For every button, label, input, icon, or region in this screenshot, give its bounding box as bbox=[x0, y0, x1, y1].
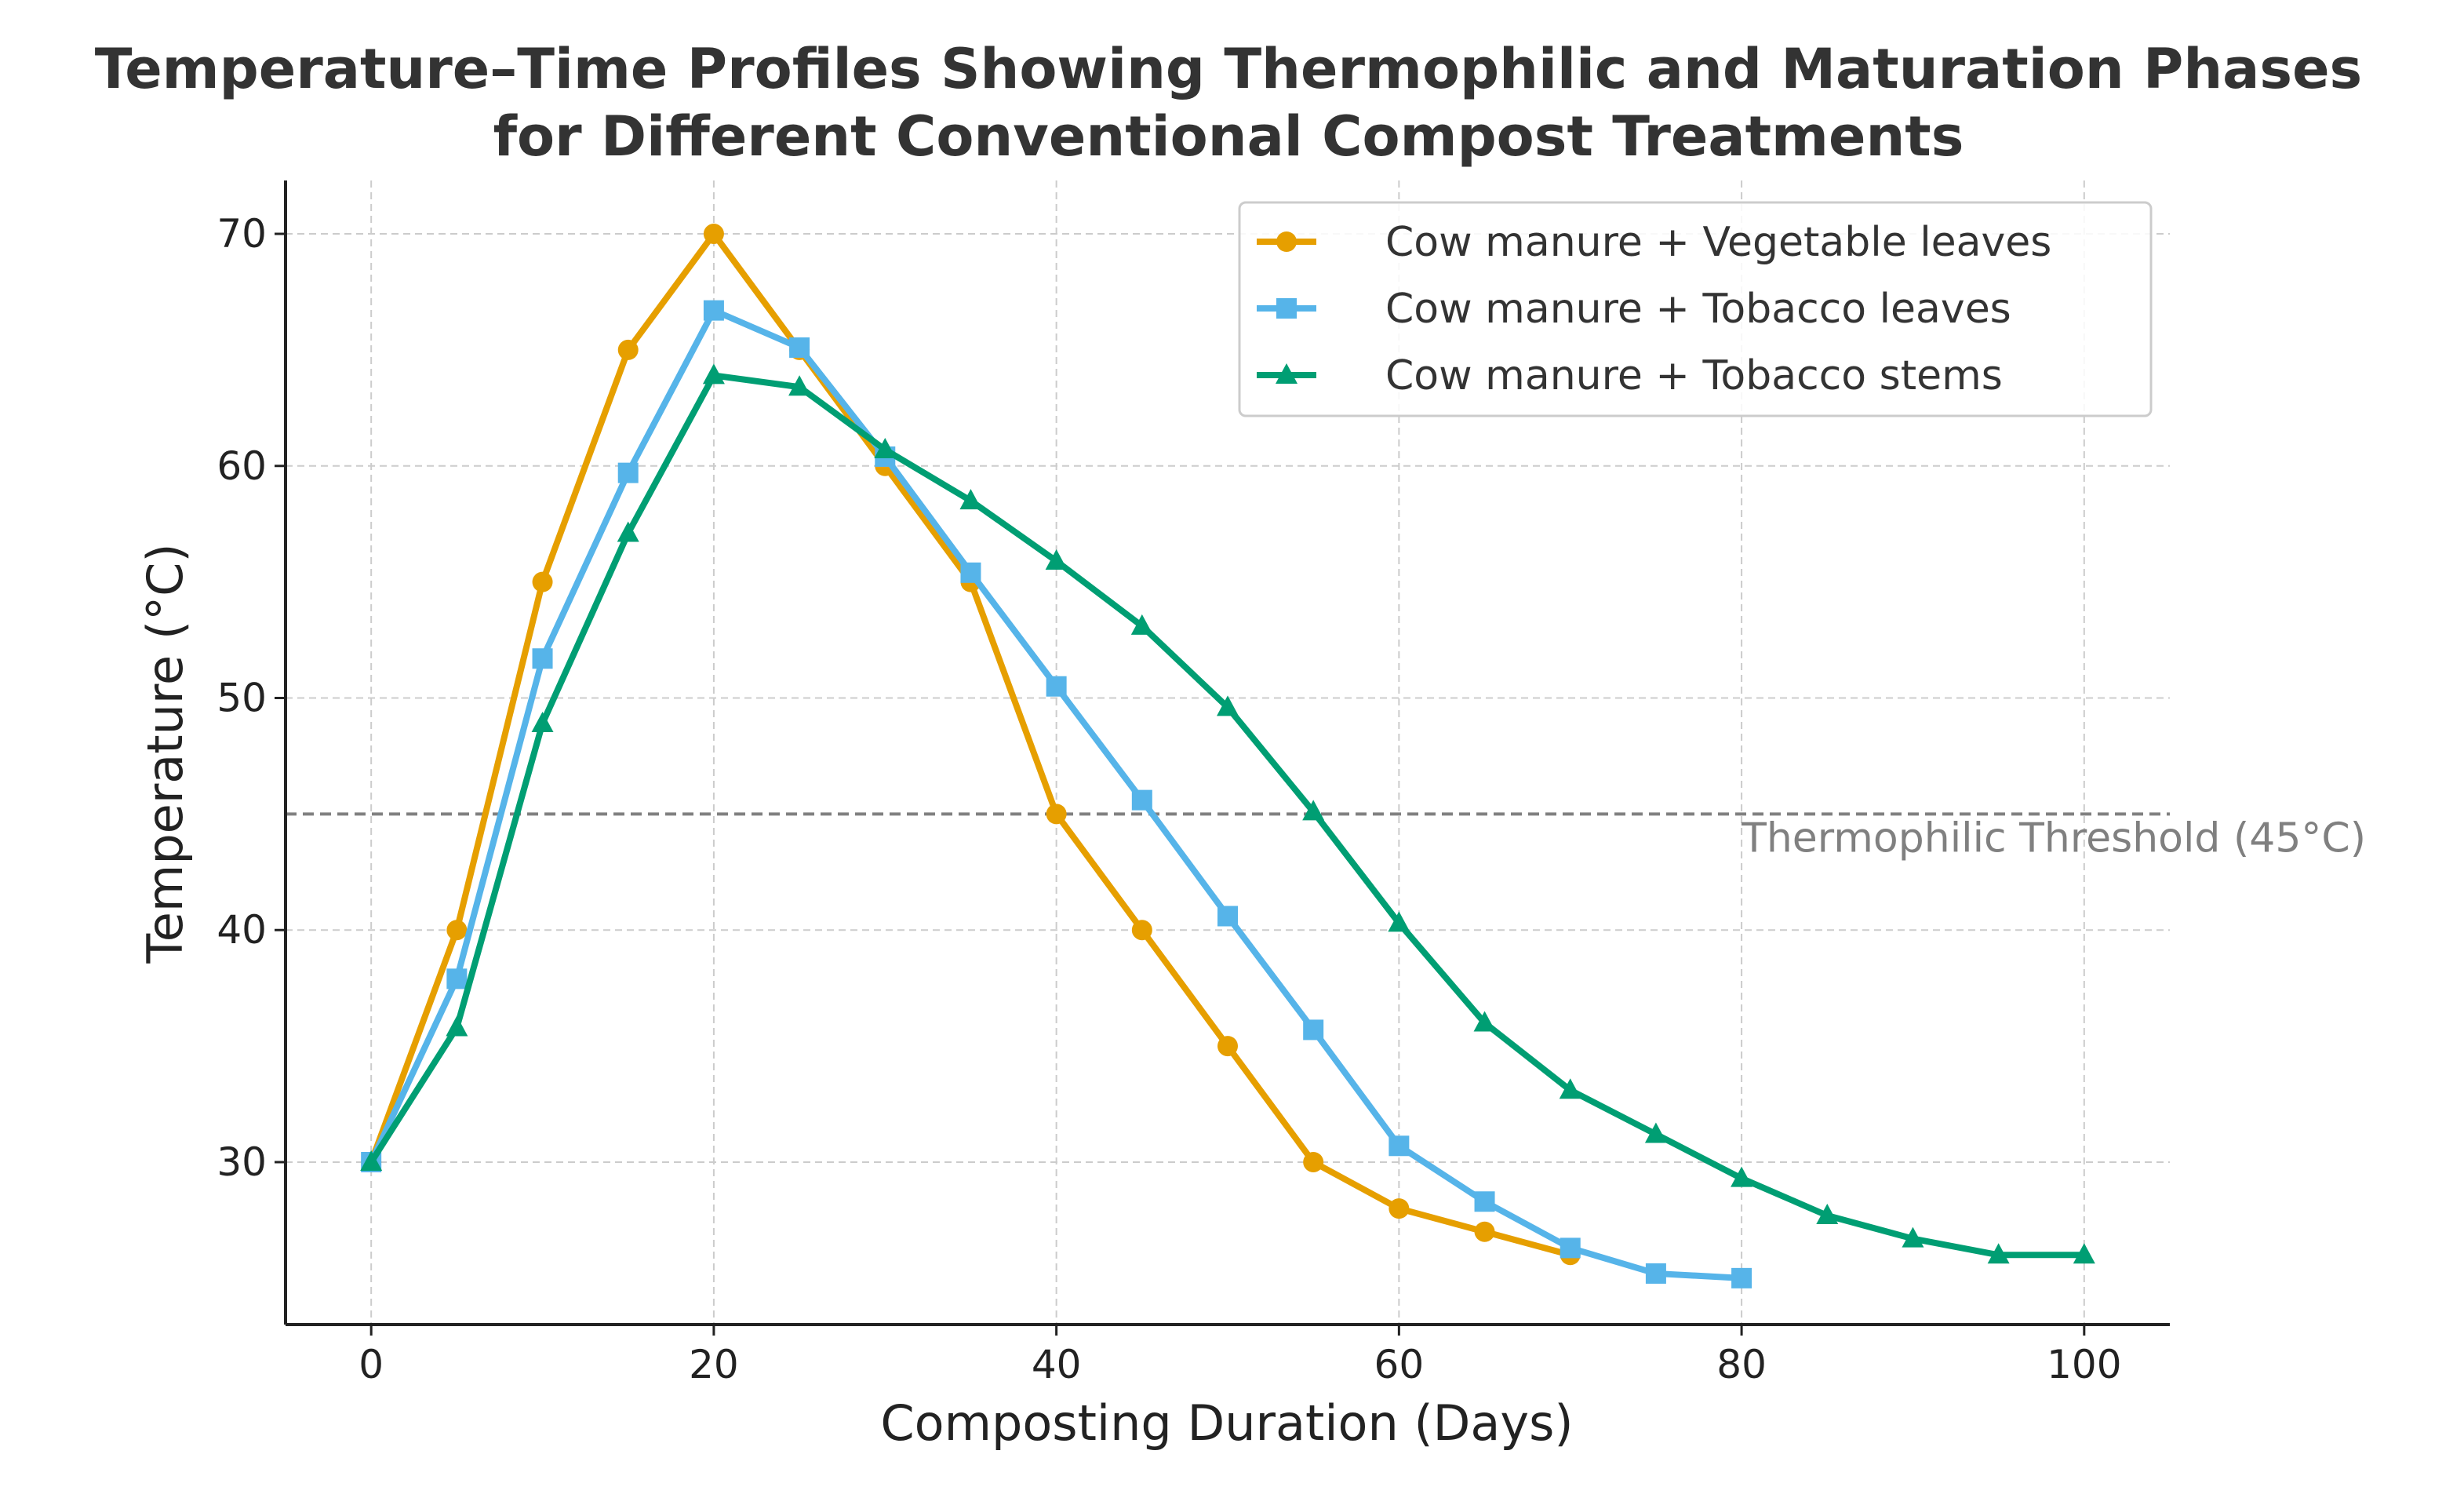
legend-item-1: Cow manure + Tobacco leaves bbox=[1257, 286, 2011, 333]
series-1-point-8 bbox=[1046, 676, 1067, 697]
series-2-point-5 bbox=[788, 375, 811, 396]
series-0-point-1 bbox=[446, 920, 468, 941]
series-2-point-18 bbox=[1902, 1226, 1924, 1248]
series-2-point-6 bbox=[874, 438, 897, 459]
series-0-point-10 bbox=[1217, 1036, 1238, 1057]
legend-swatch-marker-0 bbox=[1276, 231, 1297, 252]
legend-label-2: Cow manure + Tobacco stems bbox=[1385, 352, 2003, 399]
series-group bbox=[360, 224, 2095, 1288]
series-1-point-5 bbox=[789, 337, 810, 358]
x-tick-label-3: 60 bbox=[1374, 1342, 1425, 1387]
series-1-point-4 bbox=[703, 300, 724, 321]
series-1-point-1 bbox=[446, 968, 468, 990]
series-2-point-2 bbox=[531, 712, 554, 733]
y-tick-label-1: 40 bbox=[217, 907, 267, 953]
series-2-point-0 bbox=[360, 1150, 383, 1171]
y-axis-label: Temperature (°C) bbox=[136, 543, 194, 964]
chart-title-line-1: Temperature–Time Profiles Showing Thermo… bbox=[95, 37, 2362, 101]
series-2-point-19 bbox=[1987, 1243, 2010, 1264]
series-1-point-15 bbox=[1645, 1263, 1666, 1284]
legend-item-0: Cow manure + Vegetable leaves bbox=[1257, 219, 2051, 266]
series-1-point-12 bbox=[1389, 1135, 1410, 1157]
series-2-point-20 bbox=[2073, 1243, 2095, 1264]
y-tick-label-3: 60 bbox=[217, 443, 267, 489]
series-2-point-17 bbox=[1816, 1204, 1839, 1225]
series-1-point-14 bbox=[1560, 1237, 1581, 1259]
ticks: 0 20 40 60 80 100 30 40 50 60 70 bbox=[217, 211, 2121, 1387]
series-2-point-1 bbox=[446, 1015, 468, 1037]
series-2-point-15 bbox=[1644, 1122, 1667, 1143]
series-1-point-11 bbox=[1303, 1019, 1324, 1041]
legend-label-0: Cow manure + Vegetable leaves bbox=[1385, 219, 2051, 266]
threshold-group: Thermophilic Threshold (45°C) bbox=[286, 812, 2366, 862]
series-0-point-2 bbox=[532, 571, 553, 592]
x-tick-label-4: 80 bbox=[1716, 1342, 1767, 1387]
legend: Cow manure + Vegetable leaves Cow manure … bbox=[1238, 201, 2153, 417]
series-0-point-3 bbox=[617, 339, 639, 360]
series-0-point-9 bbox=[1131, 920, 1152, 941]
series-2-point-12 bbox=[1388, 911, 1410, 932]
series-0-point-4 bbox=[703, 224, 724, 245]
series-1-point-7 bbox=[960, 562, 981, 583]
series-2-point-16 bbox=[1731, 1166, 1753, 1187]
series-2-point-7 bbox=[959, 489, 982, 510]
series-0-point-12 bbox=[1389, 1198, 1410, 1219]
y-tick-label-0: 30 bbox=[217, 1139, 267, 1185]
legend-swatch-marker-2 bbox=[1276, 363, 1298, 384]
x-tick-label-5: 100 bbox=[2047, 1342, 2121, 1387]
y-tick-label-4: 70 bbox=[217, 211, 267, 257]
series-2 bbox=[360, 363, 2095, 1264]
chart-title-line-2: for Different Conventional Compost Treat… bbox=[493, 104, 1964, 169]
x-tick-label-1: 20 bbox=[689, 1342, 739, 1387]
x-tick-label-2: 40 bbox=[1032, 1342, 1082, 1387]
series-0-point-8 bbox=[1046, 804, 1067, 825]
x-axis-label: Composting Duration (Days) bbox=[880, 1394, 1573, 1452]
series-1-point-9 bbox=[1131, 789, 1152, 811]
series-0-point-11 bbox=[1303, 1151, 1324, 1172]
series-2-point-10 bbox=[1217, 695, 1239, 716]
x-tick-label-0: 0 bbox=[358, 1342, 384, 1387]
series-1-point-10 bbox=[1217, 906, 1238, 927]
threshold-label: Thermophilic Threshold (45°C) bbox=[1741, 815, 2366, 862]
legend-box bbox=[1238, 201, 2153, 417]
series-2-point-3 bbox=[617, 521, 639, 542]
series-2-point-4 bbox=[702, 363, 725, 385]
axes bbox=[284, 180, 2170, 1326]
series-1-point-13 bbox=[1474, 1191, 1495, 1212]
legend-item-2: Cow manure + Tobacco stems bbox=[1257, 352, 2003, 399]
series-1-point-16 bbox=[1731, 1267, 1752, 1288]
series-2-point-11 bbox=[1302, 800, 1325, 821]
series-2-point-8 bbox=[1045, 549, 1068, 570]
series-1-point-3 bbox=[617, 462, 639, 483]
series-2-point-13 bbox=[1473, 1011, 1496, 1032]
series-2-point-14 bbox=[1559, 1078, 1581, 1099]
y-tick-label-2: 50 bbox=[217, 676, 267, 721]
series-0-point-13 bbox=[1474, 1221, 1495, 1242]
series-1-point-2 bbox=[532, 648, 553, 669]
legend-swatch-marker-1 bbox=[1276, 298, 1297, 319]
series-2-point-9 bbox=[1130, 614, 1153, 635]
legend-label-1: Cow manure + Tobacco leaves bbox=[1385, 286, 2011, 333]
